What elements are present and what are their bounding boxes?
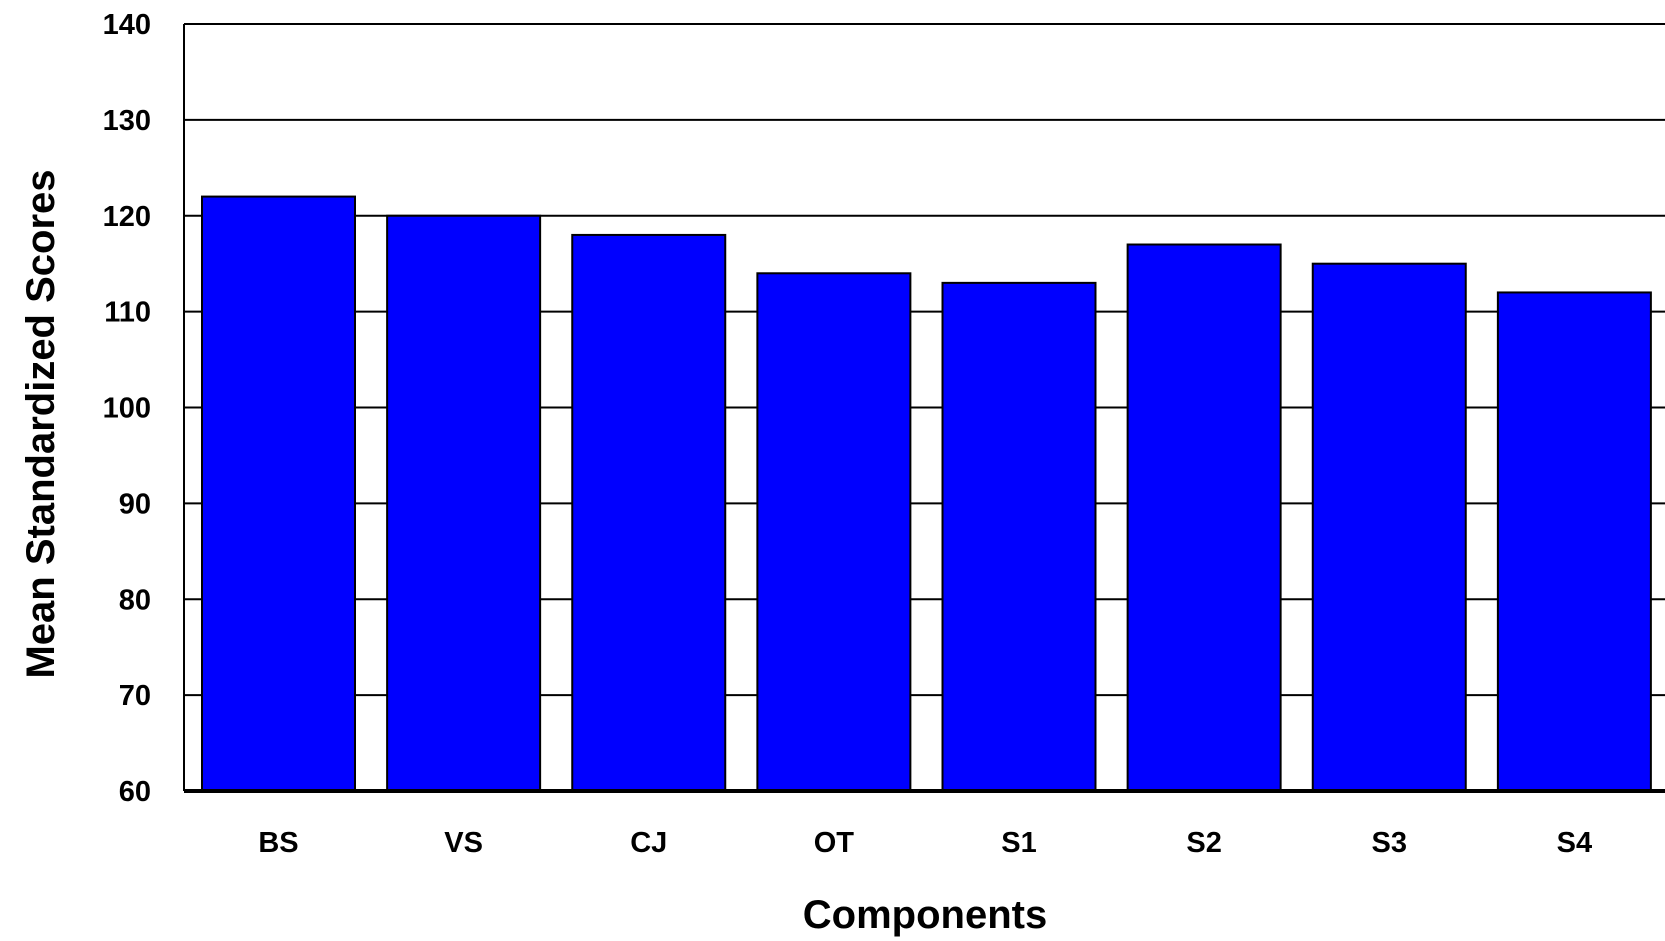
x-tick-label-s3: S3 xyxy=(1372,827,1407,859)
bar-ot xyxy=(756,272,912,792)
y-axis-title: Mean Standardized Scores xyxy=(19,169,63,678)
bar-vs xyxy=(386,214,542,792)
x-tick-label-bs: BS xyxy=(258,827,298,859)
bars xyxy=(201,195,1652,793)
x-tick-label-s1: S1 xyxy=(1001,827,1036,859)
y-tick-label: 120 xyxy=(103,201,151,233)
x-tick-label-cj: CJ xyxy=(630,827,667,859)
y-tick-label: 110 xyxy=(104,297,151,329)
x-tick-labels: BS VS CJ OT S1 S2 S3 S4 xyxy=(258,827,1592,859)
bar-s2 xyxy=(1126,243,1282,792)
x-tick-label-s4: S4 xyxy=(1557,827,1592,859)
y-tick-label: 130 xyxy=(103,105,151,137)
y-tick-label: 100 xyxy=(103,393,151,425)
y-tick-label: 60 xyxy=(119,776,151,808)
y-tick-label: 80 xyxy=(119,584,151,616)
bar-s3 xyxy=(1311,262,1467,792)
bar-cj xyxy=(571,233,727,793)
y-tick-label: 90 xyxy=(119,488,151,520)
y-tick-labels: 60 70 80 90 100 110 120 130 140 xyxy=(103,9,151,808)
x-axis-title: Components xyxy=(803,893,1047,937)
bar-s1 xyxy=(941,281,1097,792)
x-tick-label-ot: OT xyxy=(814,827,855,859)
axes xyxy=(183,24,1665,793)
y-tick-label: 140 xyxy=(103,9,151,41)
y-tick-label: 70 xyxy=(119,680,151,712)
bar-s4 xyxy=(1496,291,1652,792)
x-tick-label-s2: S2 xyxy=(1186,827,1221,859)
x-tick-label-vs: VS xyxy=(444,827,483,859)
bar-bs xyxy=(201,195,356,792)
